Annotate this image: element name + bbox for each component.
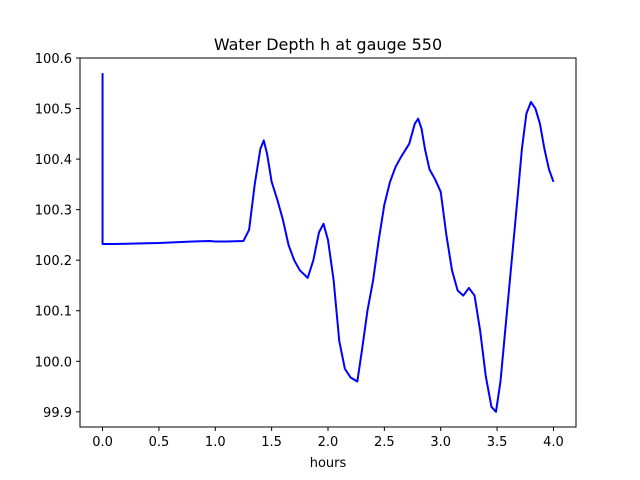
y-tick-label: 100.2 xyxy=(35,254,72,269)
x-tick-label: 0.0 xyxy=(92,435,113,450)
x-tick-label: 2.0 xyxy=(318,435,339,450)
y-tick-label: 99.9 xyxy=(43,406,72,421)
y-tick-label: 100.3 xyxy=(35,204,72,219)
series-line xyxy=(101,73,555,413)
x-tick-label: 1.0 xyxy=(205,435,226,450)
y-tick-label: 100.1 xyxy=(35,305,72,320)
x-axis: 0.0 0.5 1.0 1.5 2.0 2.5 3.0 3.5 4.0 xyxy=(92,427,564,450)
y-tick-label: 100.4 xyxy=(35,153,72,168)
x-tick-label: 3.0 xyxy=(430,435,451,450)
y-tick-label: 100.6 xyxy=(35,52,72,67)
y-tick-label: 100.5 xyxy=(35,103,72,118)
x-tick-label: 3.5 xyxy=(487,435,508,450)
y-axis: 99.9 100.0 100.1 100.2 100.3 100.4 100.5 100.6 xyxy=(35,52,80,421)
x-tick-label: 0.5 xyxy=(149,435,170,450)
x-tick-label: 2.5 xyxy=(374,435,395,450)
y-tick-label: 100.0 xyxy=(35,355,72,370)
x-tick-label: 4.0 xyxy=(543,435,564,450)
x-tick-label: 1.5 xyxy=(261,435,282,450)
x-axis-label: hours xyxy=(310,456,347,471)
chart-title: Water Depth h at gauge 550 xyxy=(214,35,442,54)
